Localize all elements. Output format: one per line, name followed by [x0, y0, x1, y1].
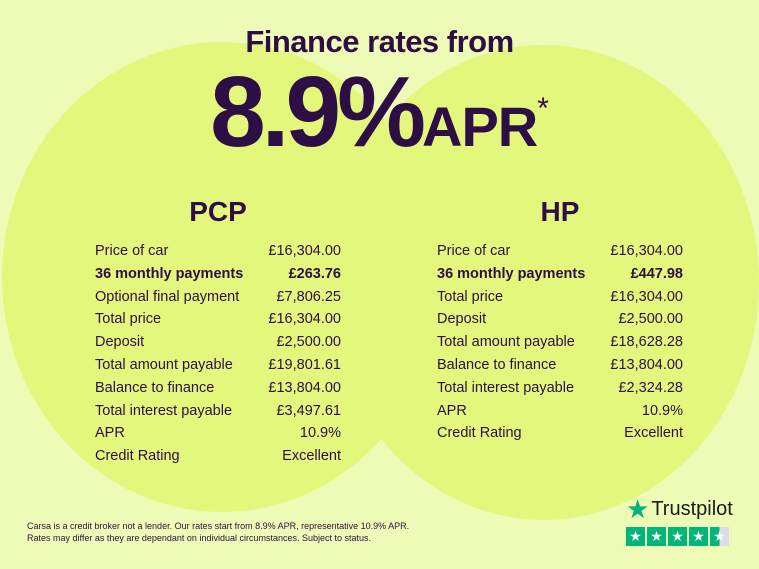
asterisk: *: [537, 92, 549, 125]
hp-title: HP: [540, 196, 580, 227]
row-value: £18,628.28: [610, 334, 683, 351]
disclaimer-line: Rates may differ as they are dependant o…: [27, 533, 372, 543]
row-value: £7,806.25: [276, 288, 341, 305]
row-value: £19,801.61: [268, 356, 341, 373]
row-value: £263.76: [288, 265, 341, 282]
row-value: Excellent: [282, 448, 341, 465]
star-icon: ★: [647, 527, 666, 546]
hp-rows: Price of car £16,304.00 36 monthly payment…: [437, 240, 683, 445]
row-label: Total interest payable: [437, 379, 575, 396]
row-value: £16,304.00: [268, 243, 341, 259]
pcp-table: PCP Price of car £16,304.00 36 monthly pay…: [95, 196, 341, 468]
trustpilot-label: Trustpilot: [651, 498, 733, 520]
row-label: Total amount payable: [437, 334, 575, 351]
table-row: Total interest payable £3,497.61: [95, 400, 341, 423]
star-icon: ★: [689, 527, 708, 546]
trustpilot-badge[interactable]: ★ Trustpilot ★ ★ ★ ★ ★: [626, 494, 733, 546]
row-value: £2,500.00: [618, 311, 683, 328]
row-value: £16,304.00: [610, 243, 683, 259]
table-row: 36 monthly payments £447.98: [437, 263, 683, 286]
row-label: Optional final payment: [95, 288, 240, 305]
table-row: Balance to finance £13,804.00: [437, 354, 683, 377]
row-label: Balance to finance: [437, 356, 557, 373]
row-label: Credit Rating: [437, 425, 522, 442]
table-row: Deposit £2,500.00: [437, 308, 683, 331]
table-row: Total interest payable £2,324.28: [437, 377, 683, 400]
table-row: Total amount payable £19,801.61: [95, 354, 341, 377]
row-value: £16,304.00: [610, 288, 683, 305]
table-row: APR 10.9%: [437, 400, 683, 423]
disclaimer: Carsa is a credit broker not a lender. O…: [27, 520, 409, 544]
rating-stars: ★ ★ ★ ★ ★: [626, 527, 733, 546]
table-row: Total price £16,304.00: [95, 308, 341, 331]
table-row: Balance to finance £13,804.00: [95, 377, 341, 400]
background-circle-right: [328, 45, 759, 520]
row-value: £2,324.28: [618, 379, 683, 396]
row-label: APR: [437, 402, 467, 419]
page-title: Finance rates from: [245, 24, 514, 59]
star-icon: ★: [710, 527, 729, 546]
row-value: £2,500.00: [276, 334, 341, 351]
table-row: Credit Rating Excellent: [95, 445, 341, 468]
row-label: Total price: [95, 311, 162, 328]
table-row: Credit Rating Excellent: [437, 422, 683, 445]
row-label: Total price: [437, 288, 504, 305]
pcp-rows: Price of car £16,304.00 36 monthly payment…: [95, 240, 341, 468]
disclaimer-line: Carsa is a credit broker not a lender. O…: [27, 521, 410, 531]
hp-table: HP Price of car £16,304.00 36 monthly paym…: [437, 196, 683, 445]
row-label: Price of car: [437, 243, 511, 259]
row-label: Deposit: [437, 311, 487, 328]
headline-rate: 8.9%APR*: [0, 62, 759, 162]
row-value: £447.98: [630, 265, 683, 282]
row-label: Total amount payable: [95, 356, 233, 373]
row-label: 36 monthly payments: [95, 265, 244, 282]
table-row: Price of car £16,304.00: [437, 240, 683, 263]
row-label: Credit Rating: [95, 448, 180, 465]
row-value: Excellent: [624, 425, 683, 442]
row-label: APR: [95, 425, 125, 442]
table-row: APR 10.9%: [95, 422, 341, 445]
star-icon: ★: [626, 527, 645, 546]
pcp-title: PCP: [189, 196, 247, 227]
row-value: £13,804.00: [610, 356, 683, 373]
rate-suffix: APR: [422, 95, 538, 158]
table-row: Price of car £16,304.00: [95, 240, 341, 263]
table-row: Deposit £2,500.00: [95, 331, 341, 354]
table-row: Total amount payable £18,628.28: [437, 331, 683, 354]
row-value: 10.9%: [299, 425, 341, 442]
row-label: Deposit: [95, 334, 145, 351]
row-value: £16,304.00: [268, 311, 341, 328]
row-value: 10.9%: [641, 402, 683, 419]
row-value: £13,804.00: [268, 379, 341, 396]
table-row: Total price £16,304.00: [437, 286, 683, 309]
star-icon: ★: [626, 494, 650, 524]
table-row: Optional final payment £7,806.25: [95, 286, 341, 309]
row-value: £3,497.61: [276, 402, 341, 419]
rate-value: 8.9%: [210, 56, 426, 168]
star-icon: ★: [668, 527, 687, 546]
row-label: Balance to finance: [95, 379, 215, 396]
row-label: 36 monthly payments: [437, 265, 586, 282]
trustpilot-logo: ★ Trustpilot: [626, 494, 733, 525]
row-label: Price of car: [95, 243, 169, 259]
row-label: Total interest payable: [95, 402, 233, 419]
table-row: 36 monthly payments £263.76: [95, 263, 341, 286]
